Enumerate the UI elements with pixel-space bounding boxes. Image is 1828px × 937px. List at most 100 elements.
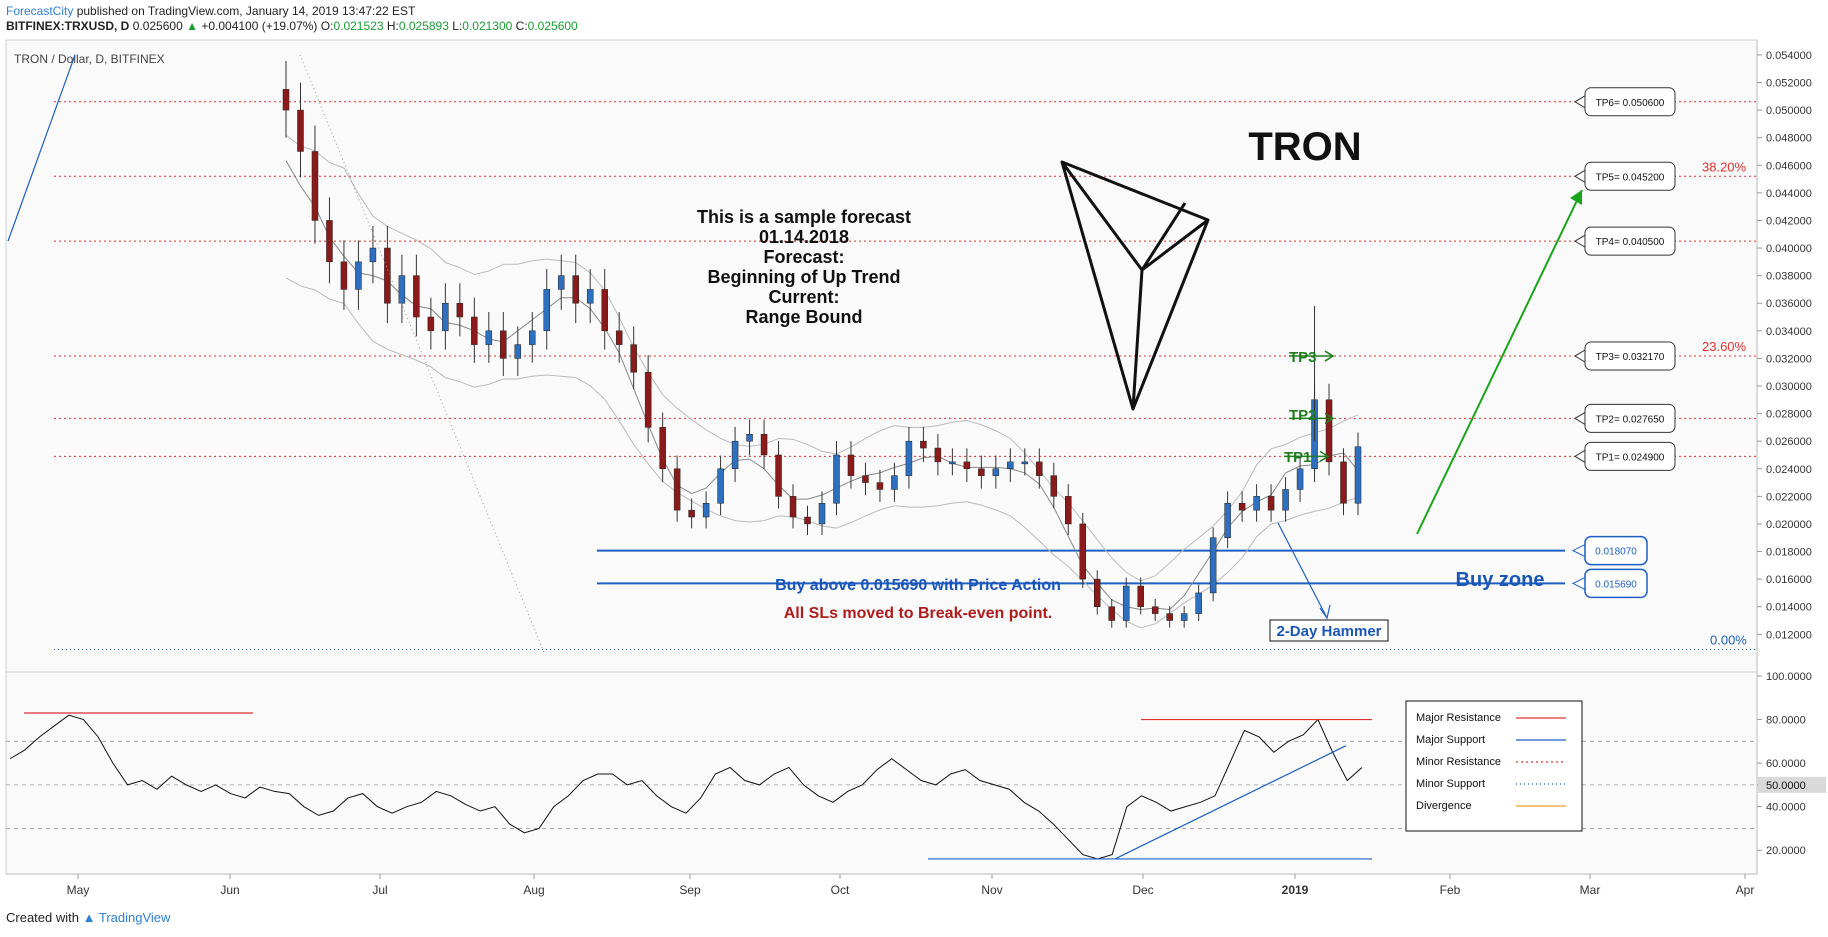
price-axis-label: 0.036000 [1766,298,1812,310]
candle-body [862,475,869,483]
candle-body [731,440,739,470]
uptrend-arrow-icon [1570,190,1582,205]
time-axis-label: Oct [831,883,850,897]
candle-body [485,330,493,345]
tp-callout-box [1584,226,1676,256]
candle-body [1079,523,1087,580]
candle-body [1195,592,1202,614]
candle-body [1093,578,1101,607]
candle-body [934,447,942,463]
legend-label: Minor Support [1416,778,1485,790]
candle-body [369,247,377,263]
candle-body [586,289,594,304]
low-label: L: [452,19,463,33]
candle-body [992,468,1000,476]
candle-body [978,468,985,476]
candle-body [659,427,666,470]
hammer-pointer-line [1277,522,1327,617]
candle-body [1151,606,1159,614]
publish-info: published on TradingView.com, January 14… [73,4,416,18]
tradingview-logo-icon: ▲ [82,910,96,925]
price-axis-label: 0.024000 [1766,464,1812,476]
price-axis-label: 0.030000 [1766,381,1812,393]
uptrend-arrow-line [1416,189,1583,535]
candle-body [804,516,811,525]
tp-callout-label: TP4= 0.040500 [1596,237,1665,248]
publish-line: ForecastCity published on TradingView.co… [6,4,578,19]
buy-callout-box [1584,535,1648,566]
rsi-axis-label: 100.0000 [1766,671,1812,683]
candle-body [1340,461,1347,504]
candle-body [905,440,913,476]
candle-body [760,434,768,456]
rsi-axis-label: 40.0000 [1766,802,1806,814]
sl-moved-text: All SLs moved to Break-even point. [784,605,1053,622]
candle-body [630,344,637,373]
legend-box [1405,700,1583,832]
candle-body [818,503,826,525]
candle-body [702,503,710,518]
candle-body [963,461,971,470]
tp-marker-label: TP3 [1289,349,1317,366]
candle-body [1166,613,1173,621]
forecast-text-line: Range Bound [746,307,863,327]
price-axis-label: 0.026000 [1766,436,1812,448]
publisher-link[interactable]: ForecastCity [6,4,74,18]
price-axis-label: 0.018000 [1766,547,1812,559]
price-axis-label: 0.014000 [1766,602,1812,614]
time-axis-label: Mar [1580,883,1601,897]
candle-body [876,482,884,490]
candle-body [355,261,362,290]
tradingview-link[interactable]: TradingView [98,910,171,925]
buy-above-text: Buy above 0.015690 with Price Action [775,577,1061,594]
tp-callout-box [1584,441,1676,471]
price-axis-label: 0.048000 [1766,133,1812,145]
candle-body [311,151,319,221]
candle-body [1137,585,1144,607]
rsi-line [9,714,1363,860]
price-axis-label: 0.012000 [1766,629,1812,641]
tp-callout-box [1584,403,1676,433]
candle-body [326,220,333,263]
candle-body [601,289,608,332]
time-axis-label: Sep [679,883,701,897]
candle-body [1021,461,1029,465]
rsi-trend-support-line [1114,745,1347,860]
last-price: 0.025600 [132,19,183,33]
tp-callout-box [1584,161,1676,191]
candle-body [920,440,927,449]
tp-marker-label: TP1 [1284,449,1312,466]
candle-body [572,275,579,304]
open-value: 0.021523 [333,19,384,33]
forecast-text-line: This is a sample forecast [697,207,911,227]
price-axis-label: 0.046000 [1766,160,1812,172]
candle-body [1209,537,1217,594]
rsi-axis-label: 60.0000 [1766,758,1806,770]
candle-body [1036,461,1043,476]
change-arrow-icon: ▲ [186,19,198,33]
hammer-label-box [1269,619,1389,642]
created-with-text: Created with [6,910,79,925]
candle-body [746,434,753,442]
candle-body [775,454,782,497]
price-axis-label: 0.040000 [1766,243,1812,255]
candle-body [297,109,304,152]
tron-title: TRON [1248,125,1361,169]
buy-zone-label: Buy zone [1456,569,1545,591]
price-axis-label: 0.022000 [1766,491,1812,503]
candle-body [1007,461,1014,470]
candle-body [456,302,464,318]
time-axis-label: Nov [981,883,1002,897]
rsi-current-badge [1758,776,1826,793]
candle-body [442,302,449,332]
tp-arrow-icon [1324,412,1335,425]
tp-callout-label: TP2= 0.027650 [1596,414,1665,425]
candle-body [1325,399,1333,463]
candle-body [673,468,681,511]
tp-callout-label: TP1= 0.024900 [1596,452,1665,463]
candle-body [1065,496,1072,525]
legend-label: Minor Resistance [1416,756,1501,768]
close-label: C: [515,19,528,33]
tron-logo-icon [1060,160,1210,411]
